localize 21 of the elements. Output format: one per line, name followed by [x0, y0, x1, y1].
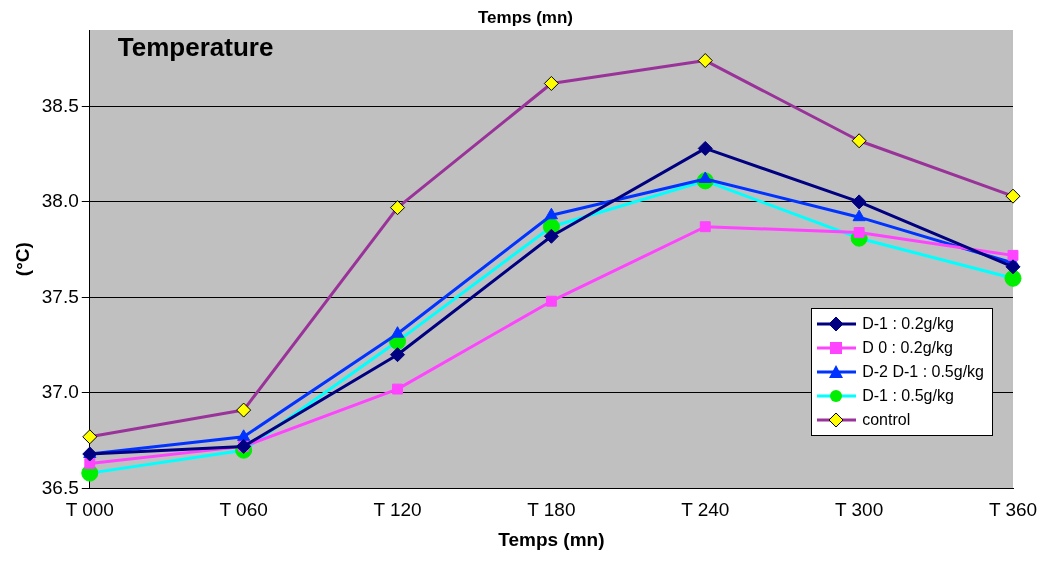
y-tick-label: 37.0 — [41, 381, 79, 403]
x-tick-label: T 000 — [65, 499, 114, 521]
y-tick-label: 37.5 — [41, 285, 79, 307]
legend-label: D-1 : 0.5g/kg — [862, 387, 954, 405]
y-tick-label: 38.5 — [41, 94, 79, 116]
x-tick-label: T 360 — [988, 499, 1038, 521]
x-tick-label: T 240 — [681, 499, 730, 521]
legend-label: D 0 : 0.2g/kg — [862, 339, 953, 357]
legend-label: D-2 D-1 : 0.5g/kg — [862, 363, 984, 381]
x-axis-title: Temps (mn) — [498, 528, 605, 550]
x-tick-label: T 180 — [527, 499, 576, 521]
x-tick-label: T 120 — [373, 499, 422, 521]
x-tick-label: T 060 — [219, 499, 268, 521]
legend-label: D-1 : 0.2g/kg — [862, 315, 954, 333]
y-tick-label: 36.5 — [41, 476, 79, 498]
chart-title: Temperature — [117, 32, 274, 63]
y-tick-label: 38.0 — [41, 190, 79, 212]
y-axis-title: (°C) — [11, 242, 33, 277]
legend-label: control — [862, 411, 911, 429]
chart-subtitle: Temps (mn) — [476, 8, 575, 28]
x-tick-label: T 300 — [835, 499, 884, 521]
